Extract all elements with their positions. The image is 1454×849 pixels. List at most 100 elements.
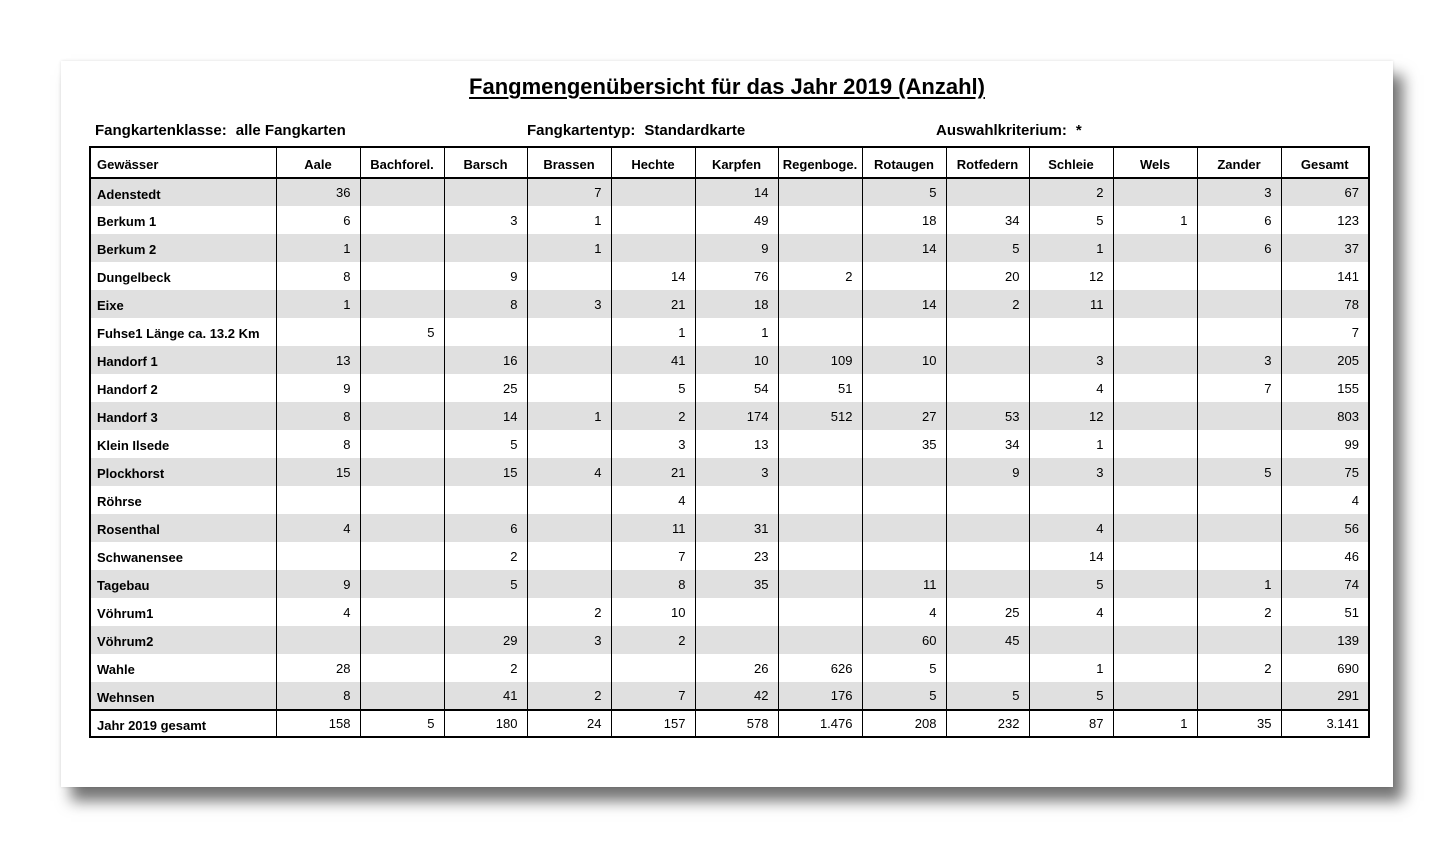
count-cell: 10 [610, 598, 696, 626]
count-cell [526, 318, 612, 346]
count-cell: 174 [694, 402, 779, 430]
count-cell [1196, 318, 1282, 346]
count-cell: 7 [1280, 318, 1370, 346]
count-cell: 2 [777, 262, 863, 290]
count-cell: 29 [443, 626, 528, 654]
count-cell: 3 [1028, 458, 1114, 486]
count-cell: 8 [275, 262, 361, 290]
column-header: Regenboge. [777, 147, 863, 179]
report-page: Fangmengenübersicht für das Jahr 2019 (A… [61, 61, 1393, 787]
count-cell [526, 486, 612, 514]
water-name-cell: Handorf 2 [89, 374, 277, 402]
count-cell: 8 [275, 682, 361, 710]
water-name-cell: Wehnsen [89, 682, 277, 710]
count-cell: 5 [1028, 682, 1114, 710]
count-cell: 37 [1280, 234, 1370, 262]
count-cell [359, 374, 445, 402]
water-name-cell: Tagebau [89, 570, 277, 598]
count-cell [945, 178, 1030, 206]
table-row: Wahle 28 2 26 626 5 1 2 690 [89, 654, 1370, 682]
count-cell [945, 374, 1030, 402]
count-cell [359, 290, 445, 318]
count-cell [1196, 290, 1282, 318]
count-cell: 5 [861, 654, 947, 682]
column-header: Hechte [610, 147, 696, 179]
total-count-cell: 3.141 [1280, 709, 1370, 737]
count-cell: 74 [1280, 570, 1370, 598]
count-cell [1112, 262, 1198, 290]
table-row: Dungelbeck 8 9 14 76 2 20 12 141 [89, 262, 1370, 290]
table-header-row: Gewässer Aale Bachforel. Barsch Brassen Hecht… [89, 147, 1370, 179]
count-cell: 4 [526, 458, 612, 486]
count-cell [359, 486, 445, 514]
count-cell [694, 626, 779, 654]
table-row: Plockhorst 15 15 4 21 3 9 3 5 75 [89, 458, 1370, 486]
count-cell: 2 [610, 402, 696, 430]
total-count-cell: 578 [694, 709, 779, 737]
count-cell [777, 486, 863, 514]
column-header: Schleie [1028, 147, 1114, 179]
count-cell: 2 [1196, 598, 1282, 626]
table-row: Vöhrum1 4 2 10 4 25 4 2 51 [89, 598, 1370, 626]
count-cell [1112, 402, 1198, 430]
count-cell: 15 [275, 458, 361, 486]
count-cell [359, 570, 445, 598]
count-cell: 123 [1280, 206, 1370, 234]
count-cell: 28 [275, 654, 361, 682]
count-cell [443, 178, 528, 206]
count-cell: 2 [945, 290, 1030, 318]
count-cell: 1 [1028, 234, 1114, 262]
count-cell: 2 [1196, 654, 1282, 682]
water-name-cell: Berkum 1 [89, 206, 277, 234]
count-cell: 14 [443, 402, 528, 430]
column-header: Bachforel. [359, 147, 445, 179]
count-cell: 31 [694, 514, 779, 542]
table-row: Berkum 1 6 3 1 49 18 34 5 1 6 123 [89, 206, 1370, 234]
count-cell: 2 [443, 542, 528, 570]
count-cell: 3 [1028, 346, 1114, 374]
count-cell: 34 [945, 206, 1030, 234]
column-header: Brassen [526, 147, 612, 179]
count-cell [443, 234, 528, 262]
count-cell [777, 626, 863, 654]
count-cell: 34 [945, 430, 1030, 458]
count-cell [1112, 654, 1198, 682]
count-cell: 5 [359, 318, 445, 346]
count-cell [1112, 626, 1198, 654]
table-row: Rosenthal 4 6 11 31 4 56 [89, 514, 1370, 542]
count-cell [1112, 374, 1198, 402]
count-cell [275, 318, 361, 346]
count-cell [777, 234, 863, 262]
count-cell [526, 654, 612, 682]
water-name-cell: Vöhrum2 [89, 626, 277, 654]
water-name-cell: Klein Ilsede [89, 430, 277, 458]
auswahlkriterium-label: Auswahlkriterium: [936, 122, 1067, 139]
total-count-cell: 158 [275, 709, 361, 737]
count-cell: 13 [275, 346, 361, 374]
count-cell: 25 [945, 598, 1030, 626]
count-cell: 18 [694, 290, 779, 318]
water-name-cell: Eixe [89, 290, 277, 318]
count-cell: 35 [861, 430, 947, 458]
count-cell: 11 [861, 570, 947, 598]
count-cell [610, 234, 696, 262]
count-cell: 53 [945, 402, 1030, 430]
count-cell: 60 [861, 626, 947, 654]
count-cell: 7 [610, 682, 696, 710]
count-cell [1196, 682, 1282, 710]
count-cell: 51 [777, 374, 863, 402]
count-cell: 42 [694, 682, 779, 710]
count-cell: 18 [861, 206, 947, 234]
count-cell [945, 542, 1030, 570]
count-cell: 67 [1280, 178, 1370, 206]
count-cell [526, 542, 612, 570]
count-cell [443, 318, 528, 346]
total-row: Jahr 2019 gesamt 158 5 180 24 157 578 1.476 208 2… [89, 709, 1370, 737]
count-cell: 1 [694, 318, 779, 346]
count-cell: 5 [443, 570, 528, 598]
count-cell [359, 682, 445, 710]
count-cell [359, 542, 445, 570]
count-cell [945, 654, 1030, 682]
count-cell: 46 [1280, 542, 1370, 570]
count-cell [1028, 486, 1114, 514]
